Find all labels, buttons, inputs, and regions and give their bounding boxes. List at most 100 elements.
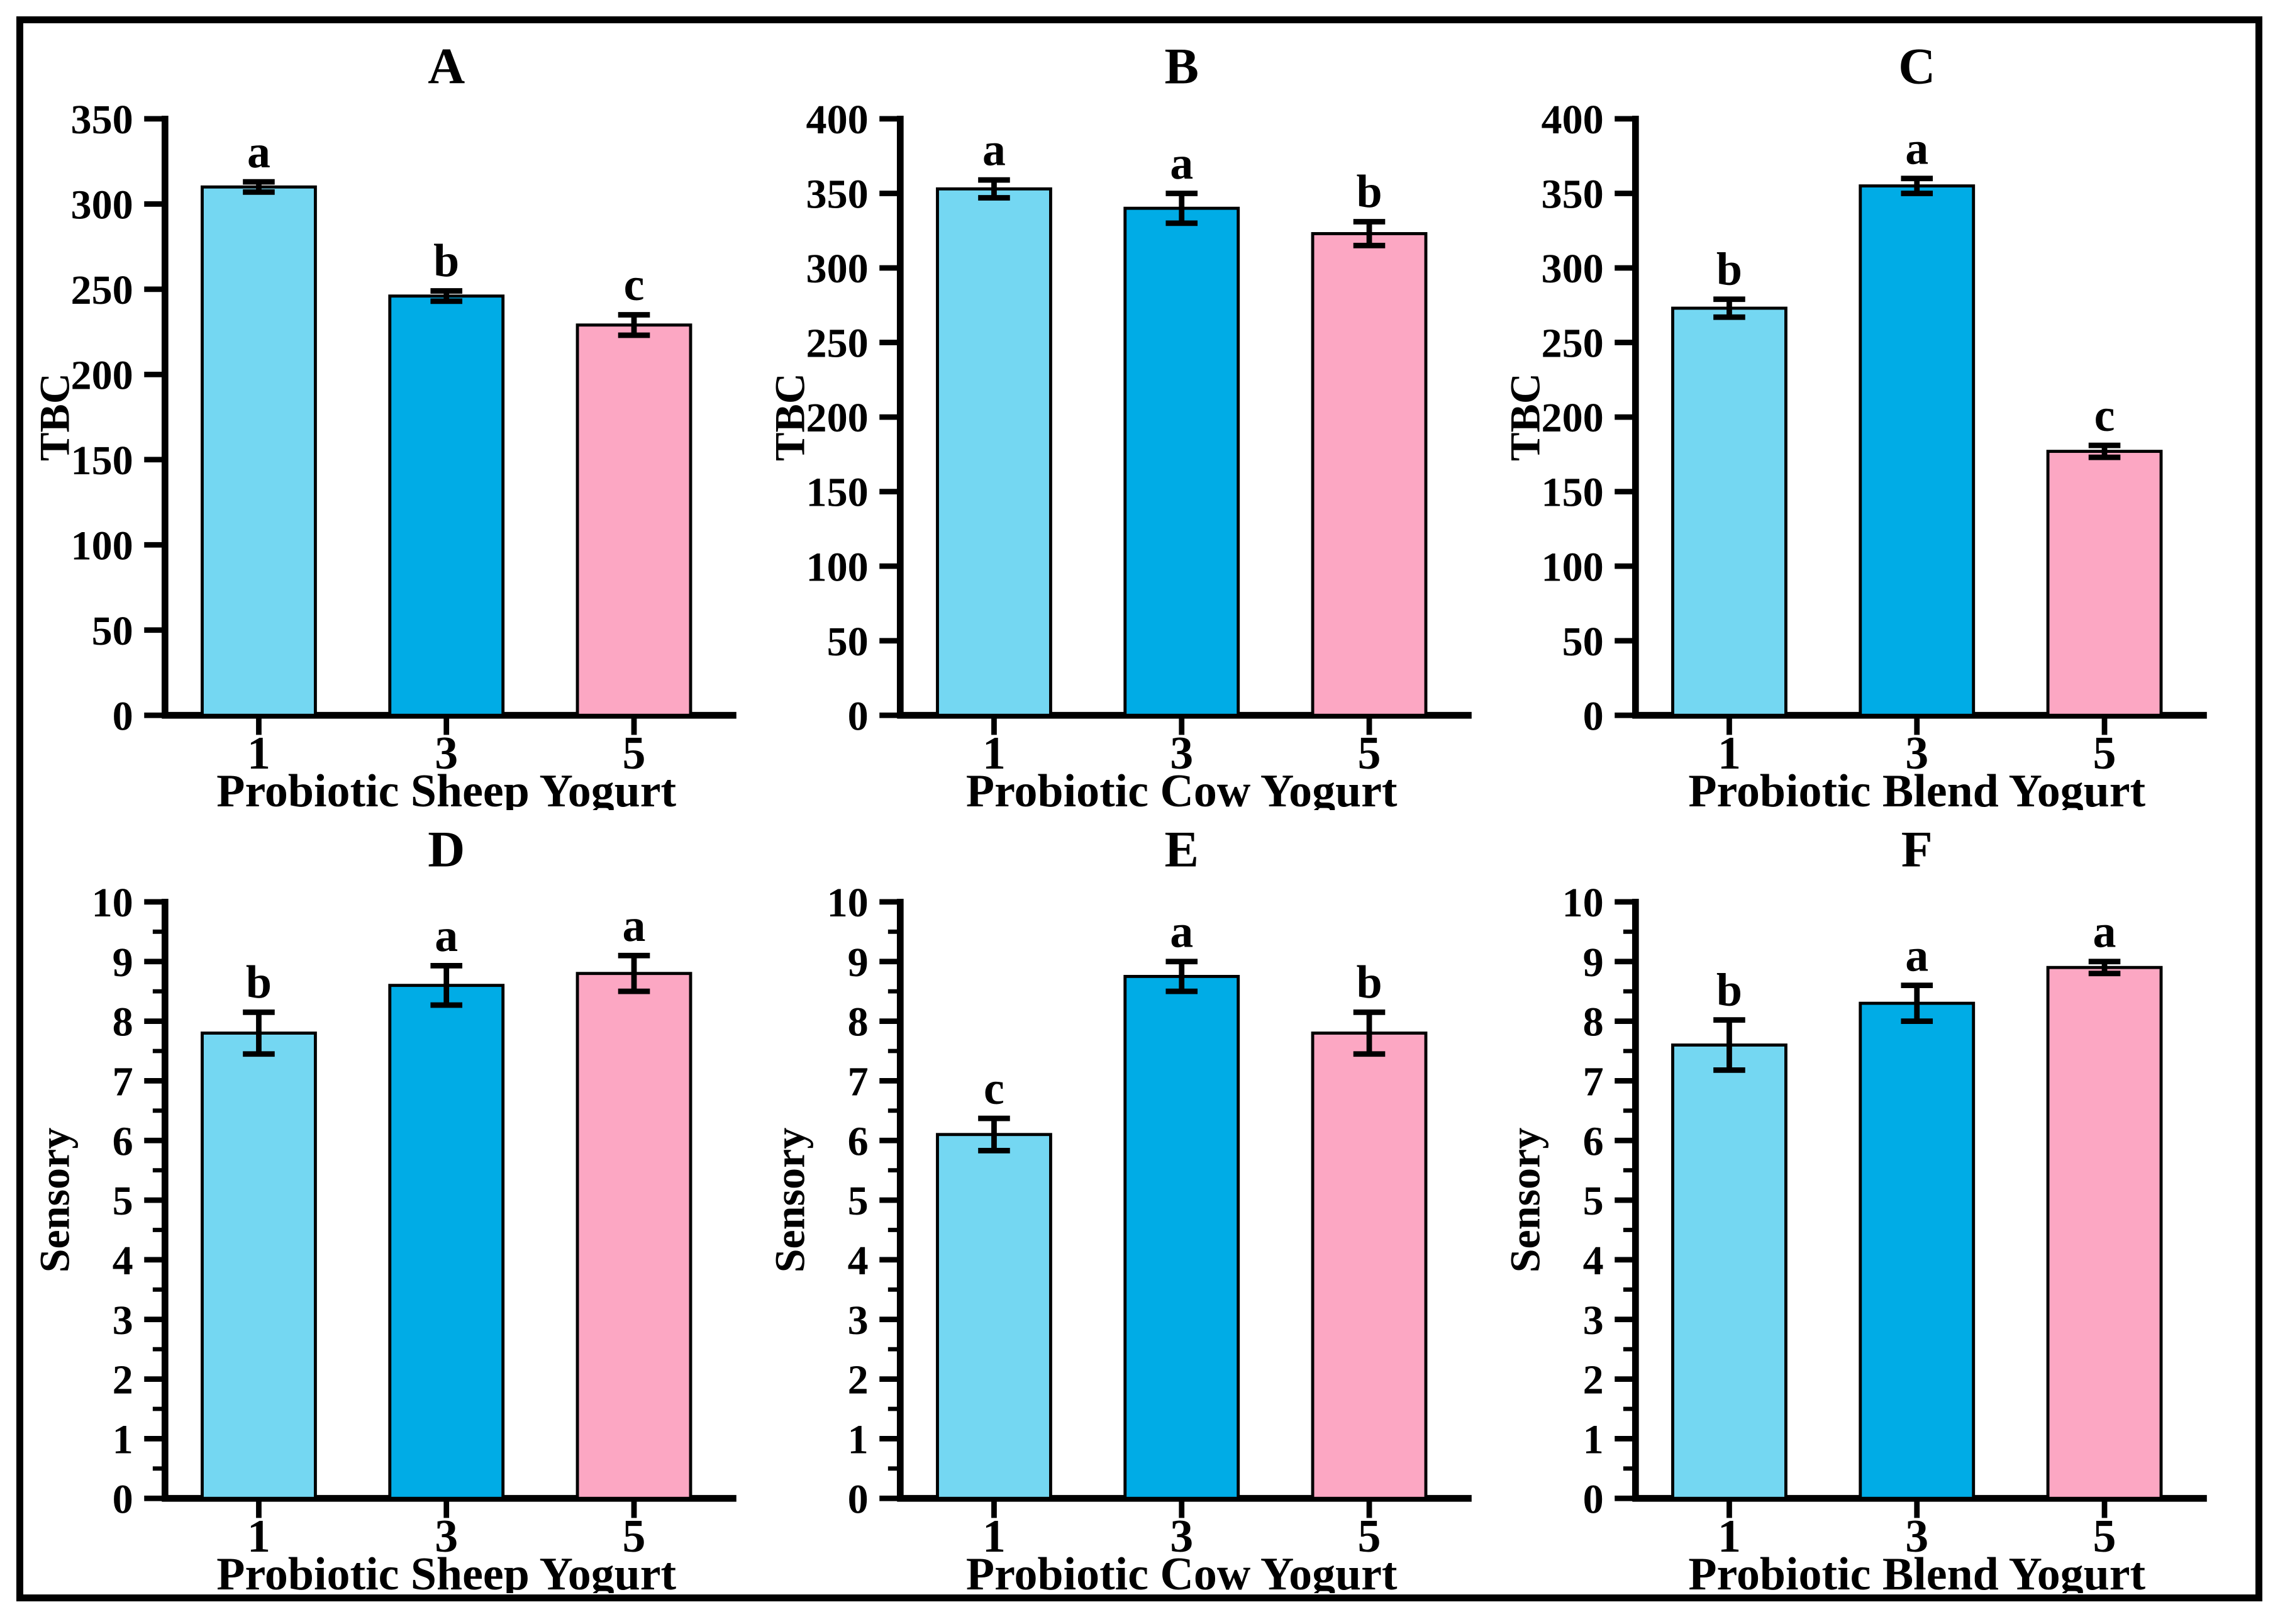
y-tick-label: 10 — [1562, 880, 1604, 926]
y-tick-label: 7 — [848, 1059, 869, 1105]
significance-letter: a — [247, 126, 270, 177]
x-tick-label: 3 — [1170, 727, 1193, 779]
y-tick-label: 7 — [113, 1059, 133, 1105]
significance-letter: b — [433, 235, 459, 286]
y-tick-label: 400 — [806, 97, 869, 143]
y-tick-label: 100 — [71, 523, 133, 569]
panel-title: A — [428, 37, 465, 94]
significance-letter: a — [1905, 929, 1928, 981]
bar-day-1 — [201, 1032, 317, 1500]
y-tick-label: 50 — [92, 608, 133, 654]
bar-day-5 — [1311, 1032, 1428, 1500]
y-tick-label: 50 — [1562, 619, 1604, 665]
significance-letter: a — [982, 124, 1006, 175]
x-tick-label: 1 — [982, 1510, 1006, 1562]
x-tick-label: 1 — [247, 727, 270, 779]
x-tick-label: 1 — [1718, 727, 1741, 779]
figure-frame: A TBC 0 50 100 150 200 250 300 350 a 1 b 3 c 5 Probiotic… — [16, 16, 2262, 1601]
y-tick-label: 1 — [113, 1417, 133, 1463]
panel-A-chart: A TBC 0 50 100 150 200 250 300 350 a 1 b 3 c 5Probiotic… — [31, 37, 737, 810]
y-tick-label: 350 — [71, 97, 133, 143]
bar-day-1 — [1671, 306, 1787, 717]
y-tick-label: 200 — [71, 352, 133, 398]
panel-A-tbc-sheep: A TBC 0 50 100 150 200 250 300 350 a 1 b 3 c 5 Probiotic… — [28, 27, 764, 810]
panel-title: B — [1164, 37, 1199, 94]
y-tick-label: 3 — [848, 1298, 869, 1343]
x-axis-label: Probiotic Blend Yogurt — [1688, 1548, 2145, 1593]
y-tick-label: 0 — [848, 693, 869, 739]
y-tick-label: 1 — [848, 1417, 869, 1463]
y-tick-label: 0 — [1583, 693, 1604, 739]
x-tick-label: 5 — [623, 727, 646, 779]
y-axis-label: TBC — [31, 373, 79, 461]
panel-B-tbc-cow: B TBC 0 50 100 150 200 250 300 350 400 a 1 a 3 b 5 Probio… — [764, 27, 1499, 810]
y-tick-label: 300 — [1542, 246, 1604, 292]
y-tick-label: 6 — [113, 1118, 133, 1164]
bar-day-5 — [575, 323, 692, 717]
y-tick-label: 150 — [1542, 470, 1604, 516]
y-tick-label: 2 — [848, 1357, 869, 1403]
y-tick-label: 300 — [71, 182, 133, 228]
y-tick-label: 0 — [848, 1476, 869, 1522]
y-tick-label: 50 — [827, 619, 869, 665]
significance-letter: c — [984, 1062, 1004, 1114]
x-axis-label: Probiotic Cow Yogurt — [966, 1548, 1398, 1593]
panel-D-sensory-sheep: D Sensory 0 1 2 3 4 5 6 7 8 9 10 b 1 a 3 a 5 Probiotic Shee… — [28, 810, 764, 1593]
significance-letter: a — [1170, 137, 1193, 189]
y-tick-label: 100 — [806, 544, 869, 590]
y-tick-label: 150 — [71, 438, 133, 484]
y-tick-label: 0 — [1583, 1476, 1604, 1522]
y-tick-label: 200 — [1542, 395, 1604, 441]
x-tick-label: 5 — [623, 1510, 646, 1562]
y-tick-label: 0 — [113, 1476, 133, 1522]
x-tick-label: 5 — [1358, 1510, 1381, 1562]
significance-letter: b — [1716, 964, 1742, 1015]
significance-letter: a — [1170, 905, 1193, 957]
y-axis-label: Sensory — [766, 1128, 814, 1273]
y-tick-label: 10 — [92, 880, 133, 926]
significance-letter: b — [246, 956, 272, 1008]
bar-day-1 — [201, 185, 317, 717]
significance-letter: a — [1905, 122, 1928, 174]
bar-day-3 — [1859, 184, 1976, 717]
y-tick-label: 8 — [113, 999, 133, 1045]
bar-day-3 — [388, 984, 505, 1500]
bar-day-1 — [936, 187, 1052, 717]
significance-letter: a — [435, 909, 458, 961]
panel-C-tbc-blend: C TBC 0 50 100 150 200 250 300 350 400 b 1 a 3 c 5 Probio… — [1499, 27, 2234, 810]
y-tick-label: 2 — [1583, 1357, 1604, 1403]
y-tick-label: 100 — [1542, 544, 1604, 590]
y-tick-label: 8 — [848, 999, 869, 1045]
panel-F-sensory-blend: F Sensory 0 1 2 3 4 5 6 7 8 9 10 b 1 a 3 a 5 Probiotic Blen… — [1499, 810, 2234, 1593]
y-tick-label: 250 — [71, 267, 133, 313]
bar-day-3 — [1123, 975, 1240, 1500]
x-tick-label: 3 — [435, 1510, 458, 1562]
panel-title: F — [1901, 820, 1933, 877]
y-tick-label: 3 — [1583, 1298, 1604, 1343]
y-tick-label: 10 — [827, 880, 869, 926]
y-tick-label: 7 — [1583, 1059, 1604, 1105]
significance-letter: c — [624, 259, 645, 310]
x-tick-label: 3 — [1905, 1510, 1928, 1562]
bar-day-5 — [2046, 965, 2163, 1500]
y-tick-label: 9 — [848, 940, 869, 986]
y-tick-label: 4 — [848, 1238, 869, 1284]
significance-letter: b — [1356, 165, 1382, 217]
y-axis-label: TBC — [766, 373, 814, 461]
bar-day-5 — [575, 972, 692, 1500]
y-tick-label: 6 — [848, 1118, 869, 1164]
y-tick-label: 250 — [806, 321, 869, 367]
x-tick-label: 3 — [1170, 1510, 1193, 1562]
x-tick-label: 1 — [247, 1510, 270, 1562]
y-tick-label: 5 — [1583, 1178, 1604, 1224]
x-axis-label: Probiotic Sheep Yogurt — [216, 1548, 676, 1593]
y-axis-label: Sensory — [31, 1128, 79, 1273]
significance-letter: c — [2094, 389, 2115, 441]
y-tick-label: 4 — [1583, 1238, 1604, 1284]
y-axis-label: TBC — [1501, 373, 1549, 461]
y-tick-label: 350 — [1542, 172, 1604, 218]
significance-letter: a — [623, 899, 646, 951]
y-tick-label: 3 — [113, 1298, 133, 1343]
